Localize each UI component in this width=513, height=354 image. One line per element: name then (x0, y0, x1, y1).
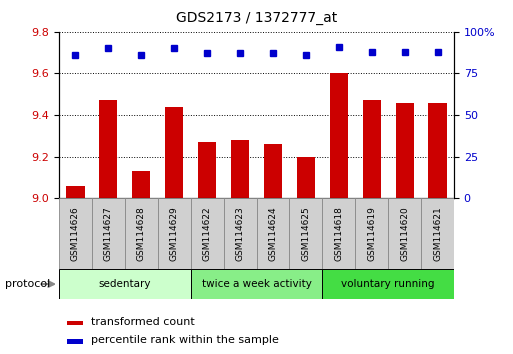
FancyBboxPatch shape (191, 269, 322, 299)
Text: GSM114626: GSM114626 (71, 206, 80, 261)
Text: transformed count: transformed count (91, 317, 194, 327)
Bar (231, 140, 249, 198)
FancyBboxPatch shape (388, 198, 421, 269)
FancyBboxPatch shape (59, 198, 92, 269)
FancyBboxPatch shape (322, 198, 355, 269)
Text: twice a week activity: twice a week activity (202, 279, 311, 289)
Bar (66, 186, 85, 198)
Bar (264, 144, 282, 198)
Bar (396, 103, 413, 198)
FancyBboxPatch shape (158, 198, 191, 269)
FancyBboxPatch shape (125, 198, 158, 269)
FancyBboxPatch shape (191, 198, 224, 269)
Text: voluntary running: voluntary running (342, 279, 435, 289)
Text: GSM114620: GSM114620 (400, 206, 409, 261)
Text: GSM114618: GSM114618 (334, 206, 343, 261)
Bar (297, 156, 315, 198)
Text: GSM114628: GSM114628 (137, 206, 146, 261)
Text: GSM114623: GSM114623 (235, 206, 245, 261)
Bar (67, 321, 83, 325)
FancyBboxPatch shape (92, 198, 125, 269)
FancyBboxPatch shape (289, 198, 322, 269)
FancyBboxPatch shape (59, 269, 191, 299)
Text: protocol: protocol (5, 279, 50, 289)
Bar (330, 73, 348, 198)
FancyBboxPatch shape (421, 198, 454, 269)
Text: GSM114619: GSM114619 (367, 206, 376, 261)
Bar (363, 101, 381, 198)
Text: GSM114629: GSM114629 (170, 206, 179, 261)
FancyBboxPatch shape (322, 269, 454, 299)
Text: GSM114622: GSM114622 (203, 206, 212, 261)
Text: GSM114624: GSM114624 (268, 206, 278, 261)
Text: percentile rank within the sample: percentile rank within the sample (91, 335, 279, 346)
Bar (198, 142, 216, 198)
FancyBboxPatch shape (224, 198, 256, 269)
FancyBboxPatch shape (355, 198, 388, 269)
Bar (428, 103, 447, 198)
Bar (100, 101, 117, 198)
Bar (132, 171, 150, 198)
Text: GSM114627: GSM114627 (104, 206, 113, 261)
Bar (67, 339, 83, 343)
Text: GDS2173 / 1372777_at: GDS2173 / 1372777_at (176, 11, 337, 25)
FancyBboxPatch shape (256, 198, 289, 269)
Text: sedentary: sedentary (98, 279, 151, 289)
Text: GSM114621: GSM114621 (433, 206, 442, 261)
Text: GSM114625: GSM114625 (301, 206, 310, 261)
Bar (165, 107, 183, 198)
